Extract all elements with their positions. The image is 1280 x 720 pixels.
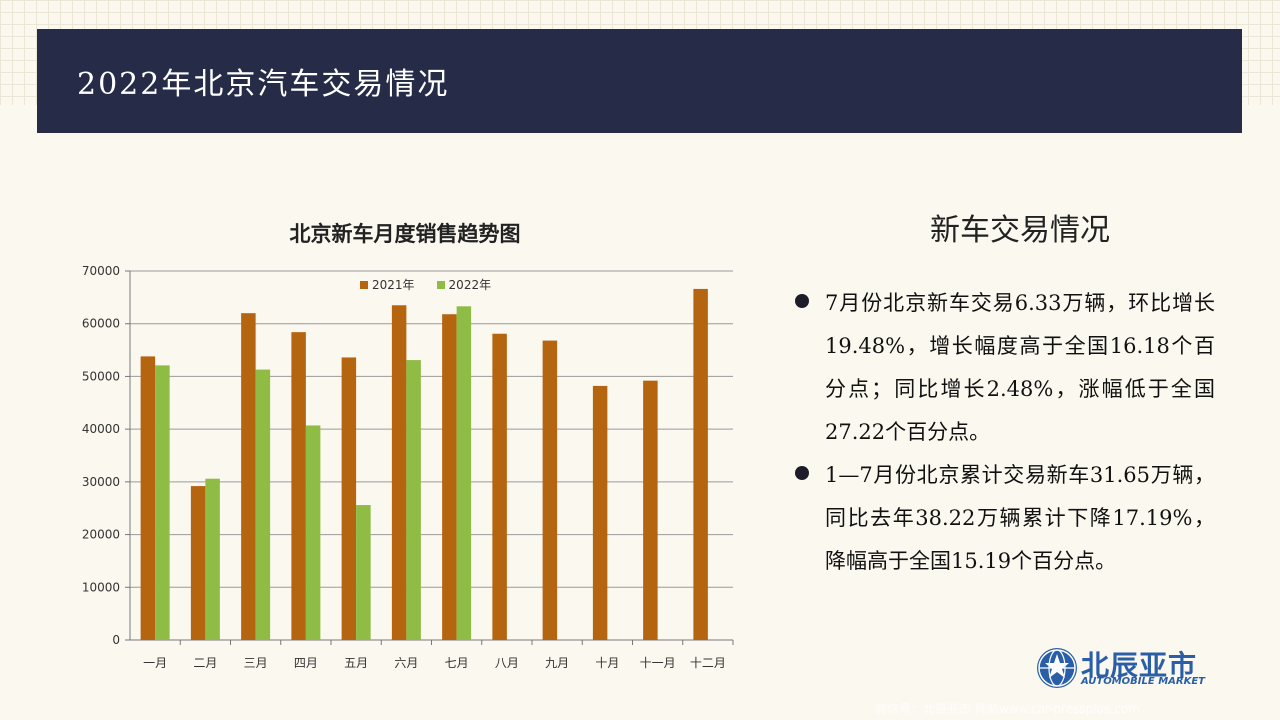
bar-2021 (341, 357, 357, 640)
bar-2021 (140, 356, 156, 640)
logo-text-cn: 北辰亚市 (1081, 649, 1198, 682)
bar-2021 (391, 305, 407, 640)
y-tick-label: 20000 (82, 528, 120, 542)
x-tick-label: 五月 (344, 656, 368, 670)
x-tick-label: 七月 (445, 656, 469, 670)
title-banner: 2022年北京汽车交易情况 (37, 29, 1242, 133)
legend-label-2022: 2022年 (448, 278, 492, 292)
bar-2021 (492, 333, 507, 640)
bar-2022 (255, 369, 271, 640)
y-tick-label: 10000 (82, 580, 120, 594)
chart-legend: 2021年 2022年 (360, 276, 491, 293)
bar-2022 (205, 478, 220, 640)
y-tick-label: 40000 (82, 422, 120, 436)
x-tick-label: 十二月 (690, 656, 726, 670)
logo-text-en: AUTOMOBILE MARKET (1081, 676, 1206, 687)
x-tick-label: 十月 (595, 656, 619, 670)
bullet-text: 7月份北京新车交易6.33万辆，环比增长19.48%，增长幅度高于全国16.18… (825, 291, 1215, 444)
bar-2021 (241, 313, 256, 640)
bar-2021 (693, 288, 708, 640)
x-tick-label: 三月 (244, 656, 268, 670)
x-tick-label: 二月 (193, 656, 217, 670)
y-tick-label: 60000 (82, 317, 120, 331)
bar-2022 (456, 306, 472, 640)
bullet-text: 1—7月份北京累计交易新车31.65万辆，同比去年38.22万辆累计下降17.1… (825, 463, 1215, 573)
globe-logo-icon (1037, 648, 1077, 688)
x-tick-label: 八月 (495, 656, 519, 670)
chart-title: 北京新车月度销售趋势图 (289, 222, 521, 246)
company-logo: 北辰亚市 AUTOMOBILE MARKET (1037, 646, 1212, 691)
bar-2021 (643, 380, 658, 640)
x-tick-label: 六月 (394, 656, 418, 670)
bar-2022 (356, 505, 371, 640)
y-tick-label: 30000 (82, 475, 120, 489)
watermark: 微信号：北辰亚市 网站www.car-pressplus.com (875, 702, 1140, 716)
bar-2021 (442, 314, 457, 640)
bullet-item: 7月份北京新车交易6.33万辆，环比增长19.48%，增长幅度高于全国16.18… (795, 282, 1215, 454)
legend-label-2021: 2021年 (372, 278, 415, 292)
bar-2022 (305, 425, 321, 640)
x-tick-label: 十一月 (640, 656, 676, 670)
bullet-list: 7月份北京新车交易6.33万辆，环比增长19.48%，增长幅度高于全国16.18… (795, 282, 1215, 583)
y-tick-label: 50000 (82, 369, 120, 383)
legend-item-2022: 2022年 (436, 276, 492, 293)
legend-item-2021: 2021年 (360, 276, 415, 293)
bullet-item: 1—7月份北京累计交易新车31.65万辆，同比去年38.22万辆累计下降17.1… (795, 454, 1215, 583)
side-title: 新车交易情况 (930, 213, 1110, 248)
page-title: 2022年北京汽车交易情况 (77, 67, 450, 102)
bullet-icon (795, 294, 809, 308)
legend-swatch-2022 (436, 280, 445, 289)
legend-swatch-2021 (360, 280, 368, 289)
bar-2022 (155, 365, 170, 640)
bullet-icon (795, 466, 809, 480)
bar-2021 (291, 332, 306, 640)
x-tick-label: 一月 (143, 656, 167, 670)
bar-2021 (190, 486, 206, 640)
x-tick-label: 九月 (545, 656, 569, 670)
y-tick-label: 70000 (82, 264, 120, 278)
bar-2021 (592, 385, 608, 640)
bar-2021 (542, 340, 558, 640)
bar-2022 (406, 360, 421, 640)
x-tick-label: 四月 (294, 656, 318, 670)
y-tick-label: 0 (112, 633, 120, 647)
